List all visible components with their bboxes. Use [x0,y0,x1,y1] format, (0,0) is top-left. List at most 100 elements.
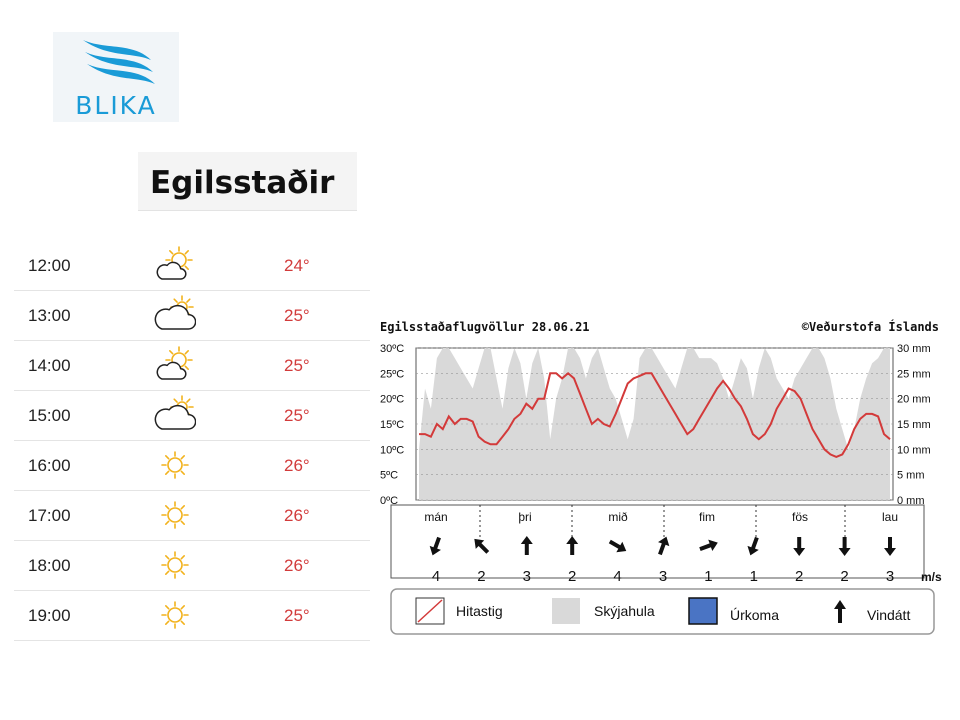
y-left-tick: 20ºC [380,394,404,406]
wave-logo-icon [83,40,155,84]
wind-speed: 2 [477,568,485,585]
wind-speed: 2 [795,568,803,585]
forecast-time: 15:00 [28,406,71,425]
cloud-sun-icon [154,395,196,430]
wind-panel-frame [390,504,925,579]
y-left-tick: 25ºC [380,368,404,380]
wind-speed: 4 [613,568,621,585]
wind-speed: 1 [704,568,712,585]
wind-row: 4 2 3 2 4 3 1 1 2 2 3 [429,536,896,585]
y-axis-left: 30ºC 25ºC 20ºC 15ºC 10ºC 5ºC 0ºC [380,343,404,507]
y-right-tick: 0 mm [897,495,925,507]
wind-arrow-icon [793,537,806,556]
forecast-time: 17:00 [28,506,71,525]
legend-item-temp: Hitastig [415,597,503,625]
legend-label-cloud: Skýjahula [594,603,655,619]
legend-wind-arrow-icon [834,600,846,623]
wind-arrow-icon [608,539,627,553]
wind-arrow-icon [474,538,490,554]
forecast-temp: 26° [284,506,310,525]
wind-arrow-icon [884,537,896,556]
forecast-temp: 26° [284,556,310,575]
forecast-row[interactable]: 14:00 25° [14,341,370,391]
y-left-tick: 15ºC [380,419,404,431]
wind-speed: 2 [840,568,848,585]
wind-speed: 3 [659,568,667,585]
day-label: lau [882,510,898,524]
legend-item-precip: Úrkoma [688,597,779,625]
forecast-table: 12:00 24° 13:00 25° 14:00 25° 15:00 25° 16:00 26°… [14,241,370,641]
forecast-row[interactable]: 17:00 26° [14,491,370,541]
forecast-temp: 26° [284,456,310,475]
wind-arrow-icon [566,536,579,555]
wind-speed: 4 [432,568,440,585]
y-left-tick: 10ºC [380,444,404,456]
wind-speed: 2 [568,568,576,585]
location-name: Egilsstaðir [150,165,335,201]
forecast-time: 19:00 [28,606,71,625]
logo-text: BLIKA [75,91,157,120]
forecast-row[interactable]: 12:00 24° [14,241,370,291]
y-right-tick: 10 mm [897,444,931,456]
y-left-tick: 5ºC [380,470,398,482]
forecast-temp: 25° [284,306,310,325]
legend-label-temp: Hitastig [456,603,503,619]
forecast-temp: 25° [284,606,310,625]
sun-icon [161,501,189,529]
forecast-row[interactable]: 18:00 26° [14,541,370,591]
legend-item-cloud: Skýjahula [552,598,655,624]
sun-cloud-icon [156,246,193,280]
y-left-tick: 30ºC [380,343,404,355]
wind-arrow-icon [429,536,441,556]
sun-icon [161,451,189,479]
wind-arrow-icon [699,539,718,551]
wind-speed: 3 [523,568,531,585]
day-label: mið [608,510,628,524]
cloud-cover-area [419,348,890,500]
legend-swatch-precip [688,597,718,625]
forecast-time: 13:00 [28,306,71,325]
chart-title: Egilsstaðaflugvöllur 28.06.21 [380,320,590,334]
legend-box [390,588,935,635]
sun-cloud-icon [156,346,193,380]
wind-arrow-icon [747,536,759,556]
wind-arrow-icon [838,537,851,556]
y-right-tick: 25 mm [897,368,931,380]
forecast-time: 14:00 [28,356,71,375]
forecast-temp: 24° [284,256,310,275]
chart-credit: ©Veðurstofa Íslands [802,319,939,334]
y-axis-right: 30 mm 25 mm 20 mm 15 mm 10 mm 5 mm 0 mm [897,343,931,507]
wind-speed: 3 [886,568,894,585]
forecast-row[interactable]: 13:00 25° [14,291,370,341]
forecast-time: 16:00 [28,456,71,475]
y-right-tick: 20 mm [897,394,931,406]
day-labels: mán þri mið fim fös lau [424,505,898,539]
forecast-chart: Egilsstaðaflugvöllur 28.06.21 ©Veðurstof… [380,319,942,635]
forecast-temp: 25° [284,356,310,375]
legend-swatch-cloud [552,598,580,624]
blika-logo[interactable]: BLIKA [53,32,179,122]
forecast-row[interactable]: 16:00 26° [14,441,370,491]
sun-icon [161,551,189,579]
legend-label-precip: Úrkoma [730,607,779,623]
legend-label-wind: Vindátt [867,607,910,623]
day-label: þri [518,510,531,524]
wind-arrow-icon [520,536,533,555]
sun-icon [161,601,189,629]
legend-item-wind: Vindátt [834,600,910,623]
forecast-row[interactable]: 15:00 25° [14,391,370,441]
y-right-tick: 30 mm [897,343,931,355]
forecast-temp: 25° [284,406,310,425]
forecast-row[interactable]: 19:00 25° [14,591,370,641]
location-header: Egilsstaðir [138,152,357,211]
day-label: fim [699,510,715,524]
cloud-sun-icon [154,295,196,330]
day-label: mán [424,510,447,524]
wind-speed: 1 [750,568,758,585]
y-right-tick: 15 mm [897,419,931,431]
y-right-tick: 5 mm [897,470,925,482]
temperature-line [419,371,891,458]
wind-unit: m/s [921,570,942,584]
wind-arrow-icon [658,536,670,556]
day-label: fös [792,510,808,524]
